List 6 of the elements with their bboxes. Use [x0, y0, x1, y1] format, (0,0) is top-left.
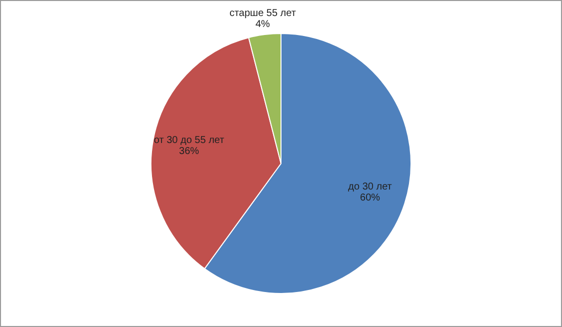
slice-label: до 30 лет — [348, 182, 392, 193]
slice-label: старше 55 лет — [229, 8, 296, 19]
data-label: 4% — [255, 18, 270, 30]
data-label: 36% — [179, 146, 200, 158]
data-label: 60% — [360, 192, 380, 204]
slice-label: от 30 до 55 лет — [154, 135, 225, 146]
